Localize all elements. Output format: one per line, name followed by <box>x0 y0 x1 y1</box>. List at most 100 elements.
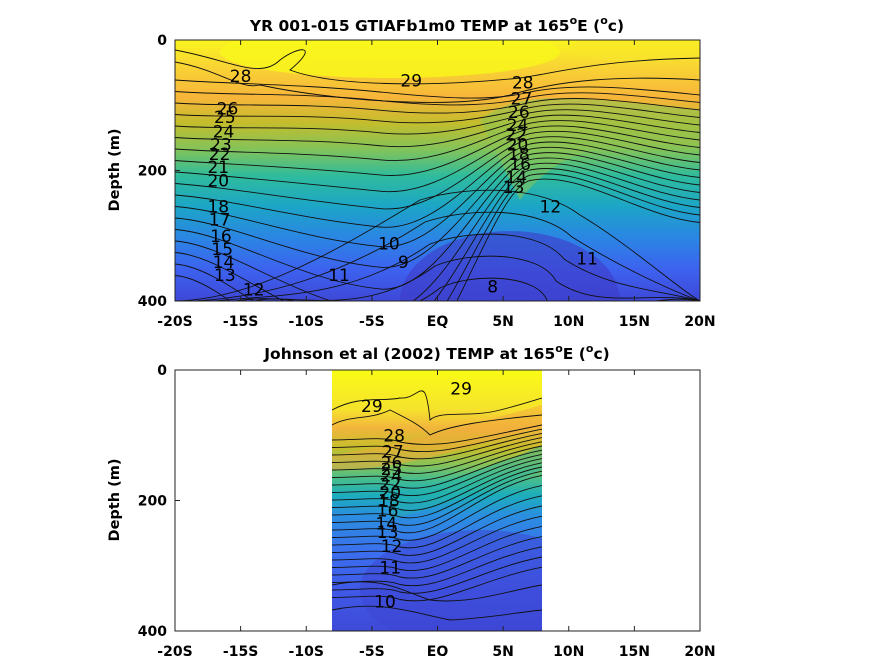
isotherm-line <box>175 120 700 161</box>
y-tick-label: 400 <box>138 294 167 310</box>
contour-label: 27 <box>382 443 404 463</box>
contour-label: 22 <box>379 475 401 495</box>
isotherm-line <box>332 536 542 579</box>
contour-label: 11 <box>328 266 350 286</box>
isotherm-line <box>234 255 700 301</box>
contour-label: 14 <box>213 253 235 273</box>
x-tick-label: -20S <box>157 314 192 330</box>
contour-label: 29 <box>400 71 422 91</box>
isotherm-line <box>175 189 700 301</box>
isotherm-line <box>332 605 542 621</box>
isotherm-line <box>175 173 700 301</box>
contour-label: 24 <box>507 116 529 136</box>
isotherm-line <box>332 432 542 460</box>
contour-label: 25 <box>381 460 403 480</box>
contour-label: 29 <box>450 379 472 399</box>
contour-label: 11 <box>576 250 598 270</box>
panel-1-contour-labels: 29 28282726262524232221201817161514131211… <box>207 67 597 300</box>
panel-1-title: YR 001-015 GTIAFb1m0 TEMP at 165oE (oc) <box>249 14 624 35</box>
isotherm-line <box>332 437 542 467</box>
x-tick-label: EQ <box>427 644 449 656</box>
x-tick-label: 20N <box>684 314 715 330</box>
isotherm-line <box>332 453 542 497</box>
isotherm-line <box>332 409 542 436</box>
isotherm-line <box>175 114 700 148</box>
isotherm-line <box>332 458 542 504</box>
isotherm-line <box>175 152 700 268</box>
isotherm-line <box>175 79 700 99</box>
isotherm-line <box>175 103 700 124</box>
x-tick-label: 10N <box>553 644 584 656</box>
isotherm-line <box>175 98 700 114</box>
x-tick-label: 10N <box>553 314 584 330</box>
contour-label: 20 <box>507 135 529 155</box>
contour-label: 20 <box>207 171 229 191</box>
contour-label: 22 <box>209 145 231 165</box>
panel-1: YR 001-015 GTIAFb1m0 TEMP at 165oE (oc) … <box>107 14 716 330</box>
panel-1-contour-lines <box>175 49 700 301</box>
panel-2-x-ticks: -20S -15S -10S -5S EQ 5N 10N 15N 20N <box>157 370 716 656</box>
contour-label: 25 <box>214 108 236 128</box>
isotherm-line <box>332 428 542 453</box>
x-tick-label: 15N <box>619 644 650 656</box>
isotherm-line <box>175 91 700 106</box>
isotherm-line <box>175 136 700 210</box>
isotherm-line <box>175 157 700 290</box>
isotherm-line <box>332 462 542 511</box>
isotherm-line <box>175 125 700 176</box>
panel-2-y-label: Depth (m) <box>107 459 123 542</box>
contour-label: 20 <box>379 484 401 504</box>
isotherm-line <box>332 470 542 526</box>
x-tick-label: 5N <box>492 644 513 656</box>
panel-1-field <box>175 40 700 301</box>
contour-label: 16 <box>210 227 232 247</box>
contour-label: 13 <box>214 266 236 286</box>
y-tick-label: 0 <box>157 33 167 49</box>
contour-label: 26 <box>217 100 239 120</box>
contour-label: 12 <box>540 197 562 217</box>
contour-label: 27 <box>511 90 533 110</box>
contour-label: 12 <box>381 537 403 557</box>
isotherm-line <box>332 505 542 556</box>
y-tick-label: 0 <box>157 363 167 379</box>
contour-label: 17 <box>209 210 231 230</box>
contour-label: 26 <box>508 103 530 123</box>
isotherm-line <box>332 556 542 594</box>
x-tick-label: 5N <box>492 314 513 330</box>
y-tick-label: 200 <box>138 494 167 510</box>
panel-1-x-ticks: -20S -15S -10S -5S EQ 5N 10N 15N 20N <box>157 40 716 330</box>
contour-label: 18 <box>378 492 400 512</box>
isotherm-line <box>332 581 542 602</box>
contour-label: 9 <box>398 253 409 273</box>
contour-label: 29 <box>361 397 383 417</box>
contour-label: 15 <box>211 240 233 260</box>
contour-label: 28 <box>512 73 534 93</box>
contour-label: 14 <box>375 514 397 534</box>
contour-label: 23 <box>210 135 232 155</box>
panel-2-contour-lines <box>332 390 542 621</box>
panel-2-y-ticks: 0 200 400 <box>138 363 180 640</box>
contour-label: 12 <box>243 280 265 300</box>
panel-2-title: Johnson et al (2002) TEMP at 165oE (oc) <box>263 342 609 363</box>
contour-label: 14 <box>505 168 527 188</box>
isotherm-line <box>332 485 542 541</box>
contour-label: 24 <box>213 122 235 142</box>
isotherm-line <box>332 525 542 571</box>
isotherm-line <box>332 474 542 534</box>
isotherm-line <box>175 109 700 135</box>
isotherm-line <box>175 49 700 85</box>
contour-label: 18 <box>207 197 229 217</box>
isotherm-line <box>332 445 542 482</box>
panel-1-y-ticks: 0 200 400 <box>138 33 180 310</box>
x-tick-label: -5S <box>359 644 385 656</box>
x-tick-label: 20N <box>684 644 715 656</box>
contour-label: 18 <box>508 145 530 165</box>
contour-label: 28 <box>230 67 252 87</box>
panel-1-y-label: Depth (m) <box>107 129 123 212</box>
contour-label: 24 <box>381 467 403 487</box>
isotherm-line <box>332 390 542 421</box>
x-tick-label: -10S <box>289 644 324 656</box>
x-tick-label: EQ <box>427 314 449 330</box>
contour-label: 22 <box>505 126 527 146</box>
